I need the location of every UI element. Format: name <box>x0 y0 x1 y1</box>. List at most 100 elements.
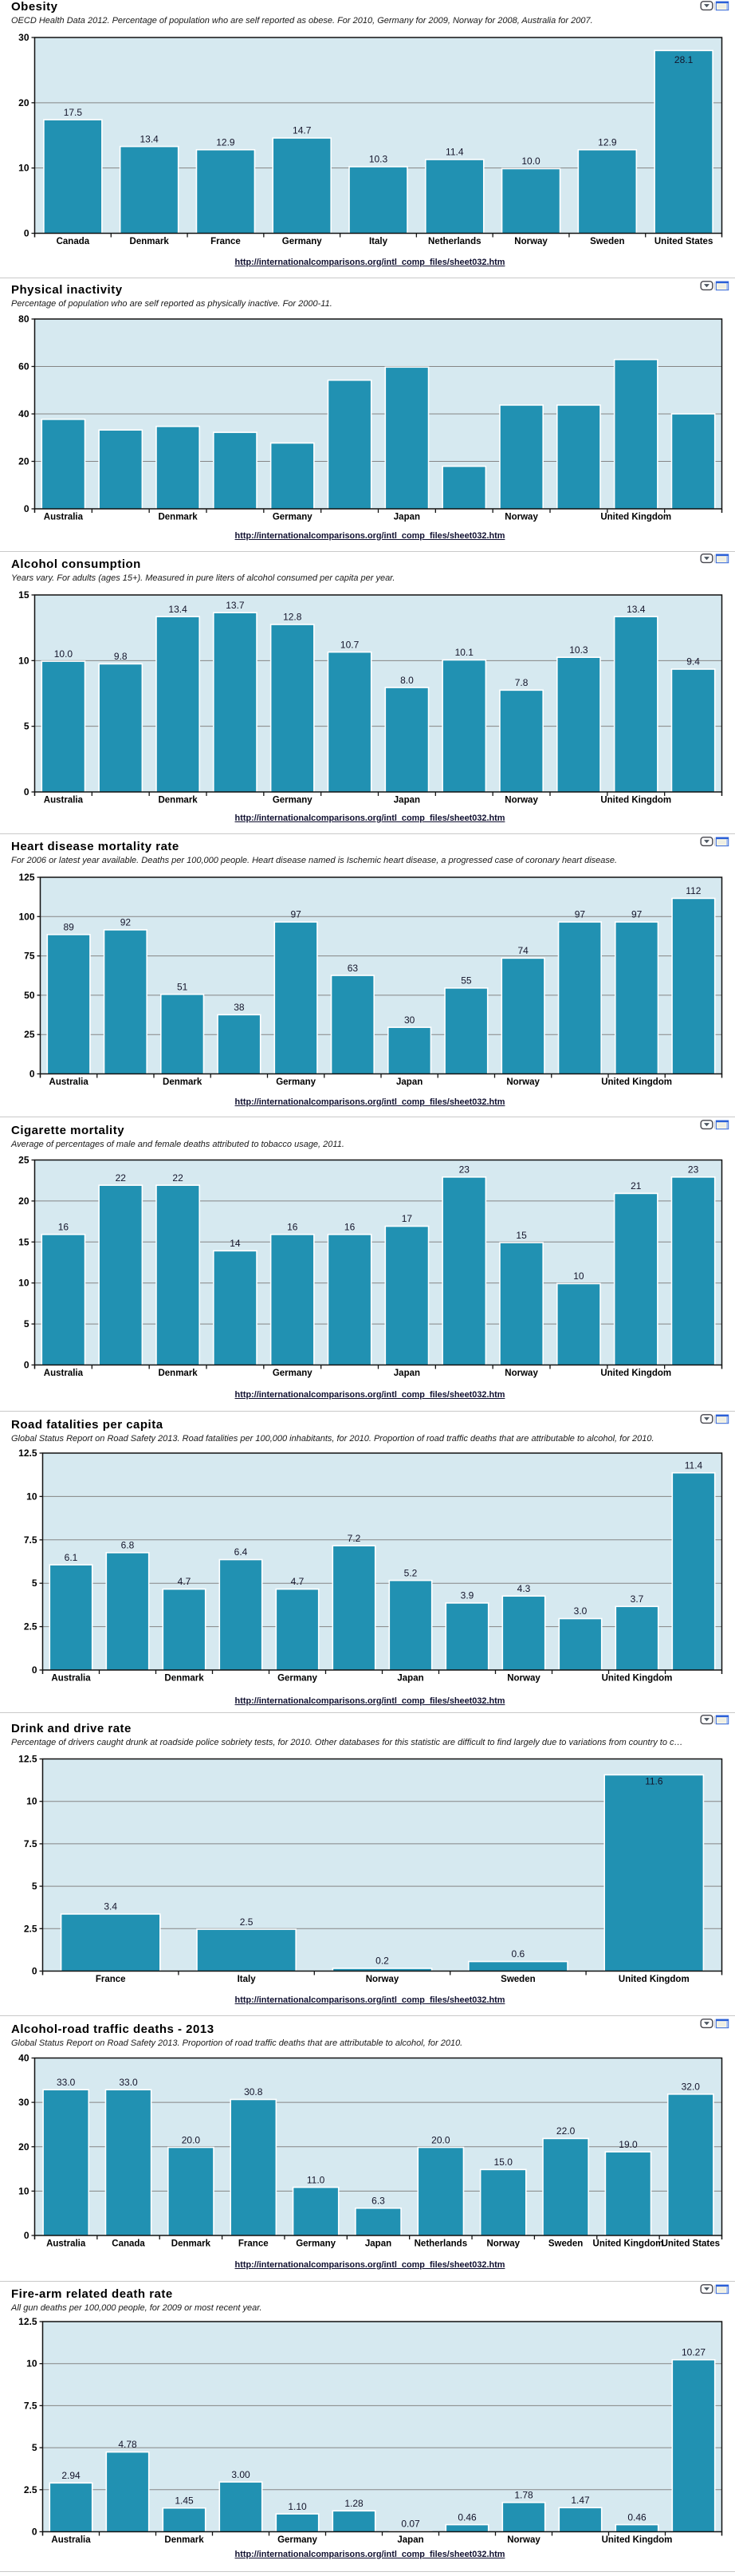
svg-text:Norway: Norway <box>507 1674 540 1684</box>
svg-text:23: 23 <box>688 1164 699 1176</box>
svg-text:22: 22 <box>172 1172 183 1184</box>
svg-text:63: 63 <box>348 963 359 974</box>
svg-text:20: 20 <box>18 456 29 467</box>
svg-text:2.5: 2.5 <box>24 1621 37 1633</box>
svg-text:United States: United States <box>654 237 713 246</box>
svg-text:United Kingdom: United Kingdom <box>600 796 671 805</box>
svg-text:1.47: 1.47 <box>571 2495 590 2506</box>
svg-text:10.27: 10.27 <box>682 2347 706 2358</box>
svg-text:Denmark: Denmark <box>171 2239 211 2249</box>
svg-text:12.8: 12.8 <box>283 612 302 623</box>
svg-text:33.0: 33.0 <box>119 2077 138 2088</box>
svg-text:16: 16 <box>58 1222 69 1233</box>
svg-text:0: 0 <box>24 786 29 798</box>
svg-text:33.0: 33.0 <box>57 2077 76 2088</box>
svg-text:Denmark: Denmark <box>158 796 198 805</box>
svg-text:0: 0 <box>24 2230 29 2241</box>
svg-text:5: 5 <box>24 1318 29 1329</box>
svg-text:Australia: Australia <box>49 1077 89 1087</box>
svg-text:1.78: 1.78 <box>514 2489 533 2500</box>
svg-text:5: 5 <box>32 1578 37 1589</box>
svg-text:Netherlands: Netherlands <box>415 2239 467 2249</box>
svg-text:Sweden: Sweden <box>548 2239 583 2249</box>
svg-text:Norway: Norway <box>507 2535 540 2545</box>
svg-text:74: 74 <box>517 945 529 956</box>
svg-text:Denmark: Denmark <box>158 513 198 522</box>
svg-text:17: 17 <box>402 1213 413 1224</box>
svg-text:Norway: Norway <box>486 2239 520 2249</box>
svg-text:22: 22 <box>116 1172 127 1184</box>
svg-text:11.6: 11.6 <box>645 1775 663 1786</box>
svg-text:13.4: 13.4 <box>168 604 187 615</box>
svg-text:112: 112 <box>686 885 701 896</box>
svg-text:13.4: 13.4 <box>627 604 646 615</box>
svg-text:United Kingdom: United Kingdom <box>600 1369 671 1378</box>
svg-text:Sweden: Sweden <box>590 237 624 246</box>
svg-text:United Kingdom: United Kingdom <box>600 513 671 522</box>
svg-text:6.4: 6.4 <box>234 1546 248 1558</box>
svg-text:3.9: 3.9 <box>461 1590 474 1601</box>
svg-text:9.8: 9.8 <box>114 651 128 662</box>
svg-text:12.5: 12.5 <box>18 1754 37 1765</box>
svg-text:10: 10 <box>26 2358 37 2369</box>
svg-text:2.5: 2.5 <box>24 1923 37 1934</box>
svg-text:Germany: Germany <box>277 2535 317 2545</box>
svg-text:0: 0 <box>24 228 29 239</box>
svg-text:Germany: Germany <box>273 513 312 522</box>
svg-text:Canada: Canada <box>57 237 90 246</box>
svg-text:92: 92 <box>120 917 132 928</box>
svg-text:32.0: 32.0 <box>682 2082 701 2093</box>
svg-text:97: 97 <box>290 909 301 920</box>
svg-text:40: 40 <box>18 408 29 419</box>
svg-text:23: 23 <box>459 1164 470 1176</box>
svg-text:5: 5 <box>24 721 29 732</box>
svg-text:Japan: Japan <box>396 1077 423 1087</box>
svg-text:Australia: Australia <box>44 796 84 805</box>
svg-text:30.8: 30.8 <box>244 2086 263 2097</box>
svg-text:11.4: 11.4 <box>685 1459 703 1471</box>
svg-text:0: 0 <box>32 2527 37 2538</box>
svg-text:12.9: 12.9 <box>598 136 617 148</box>
svg-text:10.7: 10.7 <box>340 639 360 650</box>
svg-text:7.8: 7.8 <box>515 677 529 688</box>
svg-text:Denmark: Denmark <box>164 1674 204 1684</box>
svg-text:Sweden: Sweden <box>501 1975 535 1984</box>
svg-text:7.5: 7.5 <box>24 1534 37 1546</box>
svg-text:Denmark: Denmark <box>163 1077 202 1087</box>
svg-text:8.0: 8.0 <box>400 675 414 686</box>
svg-text:Australia: Australia <box>44 513 84 522</box>
svg-text:2.5: 2.5 <box>24 2484 37 2495</box>
svg-text:9.4: 9.4 <box>686 656 700 668</box>
svg-text:Norway: Norway <box>505 796 538 805</box>
svg-text:10: 10 <box>18 163 29 174</box>
svg-text:4.3: 4.3 <box>517 1583 531 1594</box>
svg-text:Italy: Italy <box>369 237 388 246</box>
svg-text:Denmark: Denmark <box>158 1369 198 1378</box>
svg-text:30: 30 <box>18 2097 29 2108</box>
svg-text:16: 16 <box>287 1222 298 1233</box>
svg-text:11.4: 11.4 <box>446 147 464 158</box>
svg-text:60: 60 <box>18 361 29 372</box>
svg-text:Germany: Germany <box>273 796 312 805</box>
svg-text:19.0: 19.0 <box>619 2139 638 2150</box>
svg-text:United Kingdom: United Kingdom <box>602 1674 673 1684</box>
svg-text:20: 20 <box>18 97 29 108</box>
svg-text:97: 97 <box>631 909 643 920</box>
svg-text:2.5: 2.5 <box>240 1916 254 1928</box>
svg-text:0.07: 0.07 <box>401 2519 420 2530</box>
svg-text:10: 10 <box>26 1491 37 1502</box>
svg-text:14: 14 <box>230 1238 241 1249</box>
svg-text:Norway: Norway <box>505 513 538 522</box>
svg-text:10.3: 10.3 <box>369 154 388 165</box>
svg-text:Germany: Germany <box>276 1077 316 1087</box>
svg-text:10: 10 <box>18 1278 29 1289</box>
svg-text:38: 38 <box>234 1002 245 1013</box>
svg-text:30: 30 <box>18 32 29 43</box>
svg-text:5: 5 <box>32 1881 37 1892</box>
svg-text:75: 75 <box>24 951 35 962</box>
svg-text:0: 0 <box>24 1360 29 1371</box>
svg-text:17.5: 17.5 <box>64 107 83 118</box>
svg-text:20.0: 20.0 <box>431 2134 450 2145</box>
svg-text:United Kingdom: United Kingdom <box>601 1077 672 1087</box>
svg-text:Australia: Australia <box>51 2535 91 2545</box>
